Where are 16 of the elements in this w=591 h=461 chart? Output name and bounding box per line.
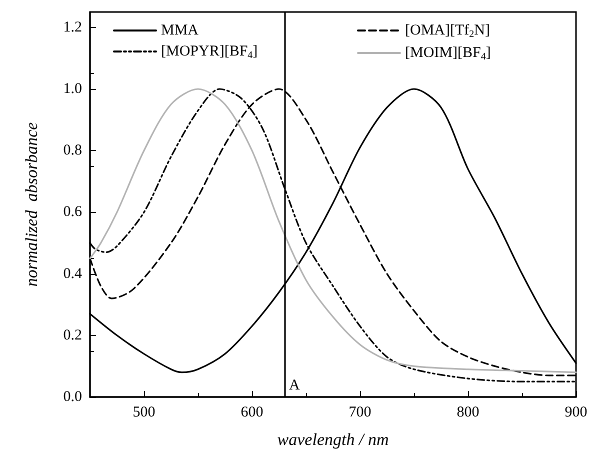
- y-tick-label: 0.2: [63, 327, 82, 344]
- x-tick-label: 900: [564, 404, 588, 420]
- x-axis-title: wavelength / nm: [277, 430, 389, 449]
- ref-line-label: A: [288, 378, 300, 394]
- x-tick-label: 800: [456, 404, 480, 420]
- y-tick-label: 0.6: [63, 204, 82, 220]
- y-axis-title: normalized absorbance: [22, 122, 41, 287]
- y-tick-label: 0.4: [63, 266, 82, 282]
- x-tick-label: 500: [132, 404, 156, 420]
- y-tick-label: 0.0: [63, 389, 82, 405]
- legend-label: MMA: [161, 22, 199, 38]
- x-tick-label: 600: [240, 404, 264, 420]
- y-tick-label: 0.8: [63, 142, 82, 159]
- y-tick-label: 1.0: [63, 81, 82, 97]
- y-tick-label: 1.2: [63, 19, 82, 36]
- x-tick-label: 700: [348, 404, 372, 420]
